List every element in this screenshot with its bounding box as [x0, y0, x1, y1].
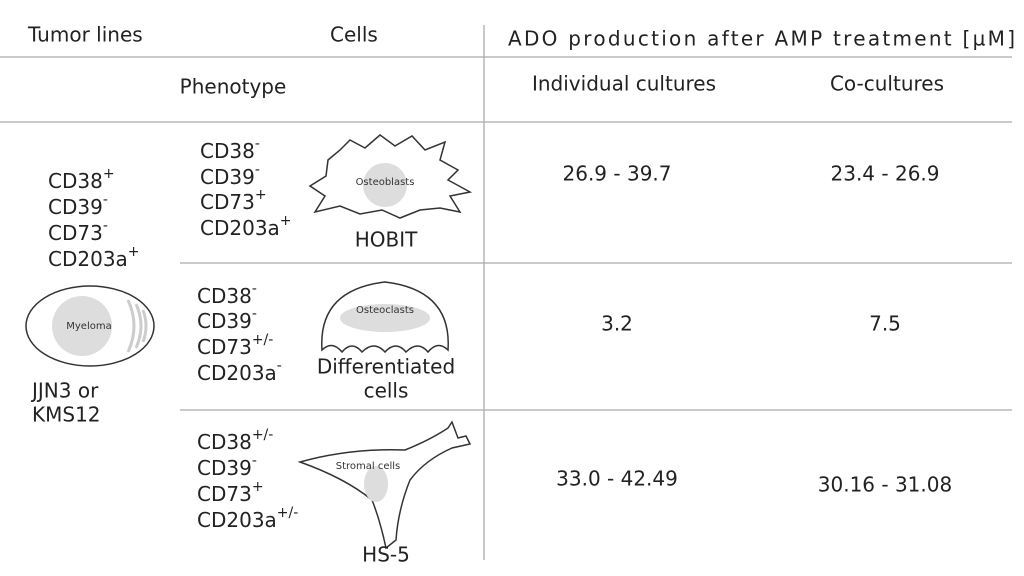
nucleus	[340, 304, 430, 332]
shape-label: Osteoclasts	[356, 305, 414, 316]
decoration	[126, 299, 148, 353]
marker: CD73+/-	[197, 332, 273, 359]
marker: CD73+	[200, 187, 267, 214]
marker-sup: +	[255, 187, 267, 203]
marker-sup: +	[103, 166, 115, 182]
marker-name: CD203a	[197, 508, 277, 532]
marker-sup: +	[252, 479, 264, 495]
marker-name: CD203a	[200, 216, 280, 240]
marker: CD73-	[48, 218, 108, 245]
marker-sup: +/-	[277, 505, 299, 521]
marker-name: CD73	[200, 190, 255, 214]
tumor-line: JJN3 or	[30, 379, 99, 403]
nucleus	[52, 296, 112, 356]
marker: CD203a-	[197, 358, 282, 385]
marker: CD39-	[48, 192, 108, 219]
marker-name: CD38	[48, 169, 103, 193]
marker: CD38-	[200, 136, 260, 163]
marker: CD38-	[197, 281, 257, 308]
marker-name: CD38	[197, 430, 252, 454]
header: Cells	[330, 23, 378, 47]
co-value: 23.4 - 26.9	[831, 162, 940, 186]
cell-name: Differentiated	[317, 355, 455, 379]
marker: CD38+	[48, 166, 115, 193]
marker-name: CD38	[200, 139, 255, 163]
marker-name: CD39	[197, 309, 252, 333]
marker-name: CD73	[48, 221, 103, 245]
header: Co-cultures	[830, 72, 944, 96]
marker: CD39-	[200, 162, 260, 189]
marker-sup: -	[252, 306, 257, 322]
marker: CD39-	[197, 306, 257, 333]
marker: CD38+/-	[197, 427, 273, 454]
marker-name: CD38	[197, 284, 252, 308]
individual-value: 26.9 - 39.7	[563, 162, 672, 186]
individual-value: 33.0 - 42.49	[556, 467, 678, 491]
marker-name: CD203a	[48, 247, 128, 271]
header: ADO production after AMP treatment [µM]	[508, 27, 1015, 51]
marker-name: CD39	[200, 165, 255, 189]
marker-sup: +	[128, 244, 140, 260]
tumor-line: KMS12	[32, 403, 101, 427]
co-value: 30.16 - 31.08	[818, 473, 952, 497]
nucleus	[364, 466, 388, 502]
marker-name: CD39	[48, 195, 103, 219]
marker-sup: -	[252, 453, 257, 469]
cell-name: cells	[364, 379, 409, 403]
marker-sup: -	[103, 192, 108, 208]
individual-value: 3.2	[601, 312, 633, 336]
marker-sup: -	[103, 218, 108, 234]
cell-name: HOBIT	[355, 228, 418, 252]
header: Tumor lines	[27, 23, 143, 47]
marker: CD203a+	[200, 213, 292, 240]
nucleus	[363, 163, 407, 207]
shape-label: Myeloma	[66, 321, 111, 332]
marker-sup: -	[277, 358, 282, 374]
marker-name: CD73	[197, 482, 252, 506]
header: Individual cultures	[532, 72, 716, 96]
marker-sup: +	[280, 213, 292, 229]
cell-name: HS-5	[362, 543, 410, 567]
marker-name: CD39	[197, 456, 252, 480]
marker-name: CD73	[197, 335, 252, 359]
shape-label: Osteoblasts	[356, 177, 415, 188]
marker-sup: -	[255, 136, 260, 152]
marker: CD203a+	[48, 244, 140, 271]
marker-sup: -	[252, 281, 257, 297]
marker-sup: -	[255, 162, 260, 178]
marker-sup: +/-	[252, 332, 274, 348]
marker: CD73+	[197, 479, 264, 506]
header: Phenotype	[180, 75, 287, 99]
marker-sup: +/-	[252, 427, 274, 443]
shape-label: Stromal cells	[336, 461, 401, 472]
co-value: 7.5	[869, 312, 901, 336]
marker: CD39-	[197, 453, 257, 480]
marker-name: CD203a	[197, 361, 277, 385]
marker: CD203a+/-	[197, 505, 298, 532]
